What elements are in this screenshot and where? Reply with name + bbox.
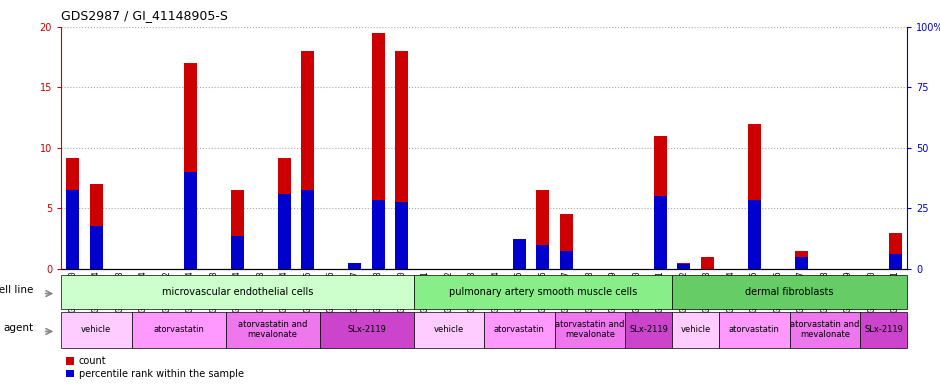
Bar (231, 236, 243, 269)
Bar (560, 214, 572, 269)
Bar (320, 312, 414, 348)
Bar (67, 190, 79, 269)
Bar (231, 190, 243, 269)
Bar (349, 263, 361, 269)
Text: microvascular endothelial cells: microvascular endothelial cells (162, 287, 313, 297)
Text: SLx-2119: SLx-2119 (347, 325, 386, 334)
Bar (513, 238, 525, 269)
Text: SLx-2119: SLx-2119 (864, 325, 903, 334)
Bar (790, 312, 860, 348)
Bar (414, 312, 484, 348)
Bar (61, 275, 414, 309)
Bar (302, 51, 314, 269)
Bar (678, 264, 690, 269)
Bar (372, 200, 384, 269)
Text: atorvastatin and
mevalonate: atorvastatin and mevalonate (556, 320, 624, 339)
Bar (748, 124, 760, 269)
Bar (278, 194, 290, 269)
Text: SLx-2119: SLx-2119 (629, 325, 668, 334)
Bar (860, 312, 907, 348)
Bar (184, 172, 196, 269)
Bar (678, 263, 690, 269)
Bar (795, 257, 807, 269)
Text: vehicle: vehicle (681, 325, 711, 334)
Bar (302, 190, 314, 269)
Bar (90, 227, 102, 269)
Bar (719, 312, 790, 348)
Text: atorvastatin: atorvastatin (153, 325, 204, 334)
Bar (414, 275, 672, 309)
Text: vehicle: vehicle (81, 325, 112, 334)
Text: agent: agent (4, 323, 34, 333)
Text: GDS2987 / GI_41148905-S: GDS2987 / GI_41148905-S (61, 9, 228, 22)
Bar (184, 63, 196, 269)
Bar (701, 257, 713, 269)
Bar (889, 254, 901, 269)
Bar (537, 190, 549, 269)
Bar (795, 251, 807, 269)
Text: atorvastatin and
mevalonate: atorvastatin and mevalonate (791, 320, 859, 339)
Text: atorvastatin: atorvastatin (728, 325, 780, 334)
Bar (372, 33, 384, 269)
Text: pulmonary artery smooth muscle cells: pulmonary artery smooth muscle cells (448, 287, 637, 297)
Text: cell line: cell line (0, 285, 34, 295)
Bar (537, 245, 549, 269)
Bar (625, 312, 672, 348)
Bar (748, 200, 760, 269)
Bar (278, 157, 290, 269)
Bar (654, 136, 666, 269)
Bar (555, 312, 625, 348)
Bar (672, 312, 719, 348)
Bar (132, 312, 226, 348)
Bar (889, 233, 901, 269)
Bar (654, 196, 666, 269)
Text: atorvastatin and
mevalonate: atorvastatin and mevalonate (238, 320, 307, 339)
Bar (61, 312, 132, 348)
Bar (396, 202, 408, 269)
Bar (90, 184, 102, 269)
Text: atorvastatin: atorvastatin (494, 325, 545, 334)
Bar (226, 312, 320, 348)
Bar (484, 312, 555, 348)
Bar (672, 275, 907, 309)
Bar (513, 238, 525, 269)
Bar (396, 51, 408, 269)
Text: vehicle: vehicle (433, 325, 464, 334)
Legend: count, percentile rank within the sample: count, percentile rank within the sample (66, 356, 243, 379)
Bar (67, 157, 79, 269)
Bar (560, 251, 572, 269)
Text: dermal fibroblasts: dermal fibroblasts (745, 287, 834, 297)
